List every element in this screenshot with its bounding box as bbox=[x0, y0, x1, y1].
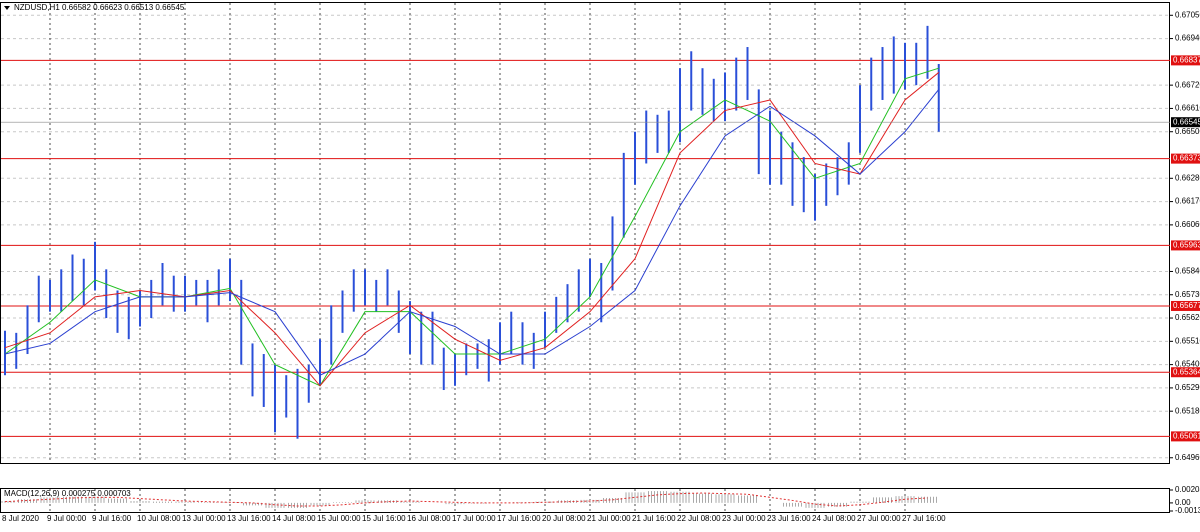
x-tick-label: 17 Jul 00:00 bbox=[452, 514, 496, 523]
macd-tick-label: 0.002089 bbox=[1175, 485, 1200, 494]
x-tick-label: 14 Jul 08:00 bbox=[272, 514, 316, 523]
x-tick-label: 16 Jul 08:00 bbox=[407, 514, 451, 523]
last-price-tag bbox=[1171, 117, 1200, 128]
x-tick-label: 9 Jul 00:00 bbox=[47, 514, 87, 523]
x-tick-label: 10 Jul 08:00 bbox=[137, 514, 181, 523]
level-label: 0.65677 bbox=[1173, 301, 1200, 310]
x-tick-label: 27 Jul 00:00 bbox=[857, 514, 901, 523]
moving-average bbox=[4, 89, 940, 376]
x-tick-label: 17 Jul 16:00 bbox=[497, 514, 541, 523]
level-tag bbox=[1171, 367, 1200, 378]
level-tag bbox=[1171, 240, 1200, 251]
x-tick-label: 15 Jul 16:00 bbox=[362, 514, 406, 523]
x-tick-label: 23 Jul 16:00 bbox=[767, 514, 811, 523]
moving-average bbox=[4, 72, 940, 387]
y-tick-label: 0.64960 bbox=[1175, 453, 1200, 462]
level-label: 0.66373 bbox=[1173, 154, 1200, 163]
level-label: 0.65061 bbox=[1173, 431, 1200, 440]
macd-title: MACD(12,26,9) 0.000275 0.000703 bbox=[4, 489, 131, 498]
level-tag bbox=[1171, 300, 1200, 311]
x-tick-label: 13 Jul 16:00 bbox=[227, 514, 271, 523]
x-tick-label: 13 Jul 00:00 bbox=[182, 514, 226, 523]
macd-signal bbox=[4, 492, 928, 507]
macd-pane bbox=[0, 488, 1170, 513]
macd-tick-label: -0.00131 bbox=[1175, 506, 1200, 515]
level-label: 0.65364 bbox=[1173, 367, 1200, 376]
x-tick-label: 20 Jul 08:00 bbox=[542, 514, 586, 523]
x-tick-label: 22 Jul 08:00 bbox=[677, 514, 721, 523]
main-pane bbox=[0, 2, 1170, 464]
level-tag bbox=[1171, 153, 1200, 164]
menu-arrow[interactable] bbox=[4, 6, 10, 10]
level-tag bbox=[1171, 431, 1200, 442]
x-tick-label: 23 Jul 00:00 bbox=[722, 514, 766, 523]
chart-title: NZDUSD,H1 0.66582 0.66623 0.66513 0.6654… bbox=[14, 3, 185, 12]
x-tick-label: 24 Jul 08:00 bbox=[812, 514, 856, 523]
x-tick-label: 8 Jul 2020 bbox=[2, 514, 39, 523]
x-tick-label: 21 Jul 16:00 bbox=[632, 514, 676, 523]
level-label: 0.65963 bbox=[1173, 241, 1200, 250]
last-price-label: 0.66545 bbox=[1173, 117, 1200, 126]
x-tick-label: 27 Jul 16:00 bbox=[902, 514, 946, 523]
level-label: 0.66837 bbox=[1173, 55, 1200, 64]
x-tick-label: 9 Jul 16:00 bbox=[92, 514, 132, 523]
x-tick-label: 21 Jul 00:00 bbox=[587, 514, 631, 523]
x-tick-label: 15 Jul 00:00 bbox=[317, 514, 361, 523]
level-tag bbox=[1171, 55, 1200, 66]
macd-tick-label: 0.00 bbox=[1175, 498, 1191, 507]
